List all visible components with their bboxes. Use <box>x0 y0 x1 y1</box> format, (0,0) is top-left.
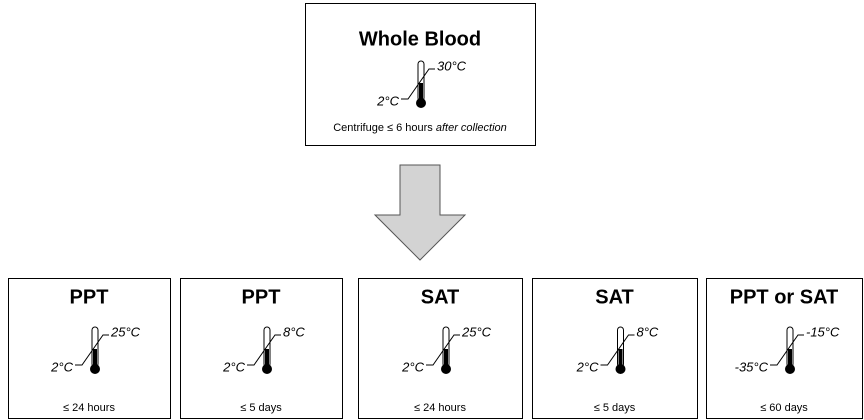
note-text: Centrifuge ≤ 6 hours <box>333 122 436 134</box>
high-temp: 25°C <box>461 324 492 339</box>
storage-box <box>706 278 863 419</box>
thermometer-bulb <box>90 364 100 374</box>
duration: ≤ 24 hours <box>414 402 466 414</box>
box-title: PPT or SAT <box>730 286 839 308</box>
top-note: Centrifuge ≤ 6 hours after collection <box>333 122 507 134</box>
box-title: PPT <box>70 286 109 308</box>
note-italic: after collection <box>436 122 507 134</box>
thermometer-fill <box>618 349 623 369</box>
high-temp: 25°C <box>110 324 141 339</box>
low-temp: 2°C <box>376 93 399 108</box>
thermometer-fill <box>93 349 97 369</box>
range-line <box>770 334 804 366</box>
thermometer-bulb <box>262 364 272 374</box>
thermometer-fill <box>265 349 269 369</box>
low-temp: -35°C <box>735 359 769 374</box>
duration: ≤ 5 days <box>594 402 636 414</box>
high-temp: -15°C <box>806 324 840 339</box>
box-title: SAT <box>421 286 460 308</box>
high-temp: 30°C <box>437 58 467 73</box>
low-temp: 2°C <box>401 359 424 374</box>
low-temp: 2°C <box>576 359 599 374</box>
thermometer-fill <box>444 349 448 369</box>
storage-box <box>8 278 171 419</box>
range-line <box>600 334 635 366</box>
thermometer-bulb <box>615 364 626 374</box>
thermometer-fill <box>419 83 423 103</box>
duration: ≤ 24 hours <box>63 402 115 414</box>
duration: ≤ 5 days <box>240 402 282 414</box>
storage-box <box>532 278 698 419</box>
thermometer-bulb <box>441 364 451 374</box>
box-title: PPT <box>242 286 281 308</box>
thermometer-fill <box>788 349 792 369</box>
low-temp: 2°C <box>50 359 73 374</box>
range-line <box>401 68 435 100</box>
range-line <box>75 334 109 366</box>
top-title: Whole Blood <box>359 28 481 50</box>
high-temp: 8°C <box>637 324 659 339</box>
thermometer-bulb <box>785 364 795 374</box>
thermometer-bulb <box>416 98 426 108</box>
range-line <box>247 334 281 366</box>
box-title: SAT <box>595 286 634 308</box>
storage-box <box>358 278 523 419</box>
low-temp: 2°C <box>222 359 245 374</box>
duration: ≤ 60 days <box>760 402 808 414</box>
high-temp: 8°C <box>283 324 305 339</box>
range-line <box>426 334 460 366</box>
storage-box <box>180 278 343 419</box>
arrow <box>373 164 467 261</box>
